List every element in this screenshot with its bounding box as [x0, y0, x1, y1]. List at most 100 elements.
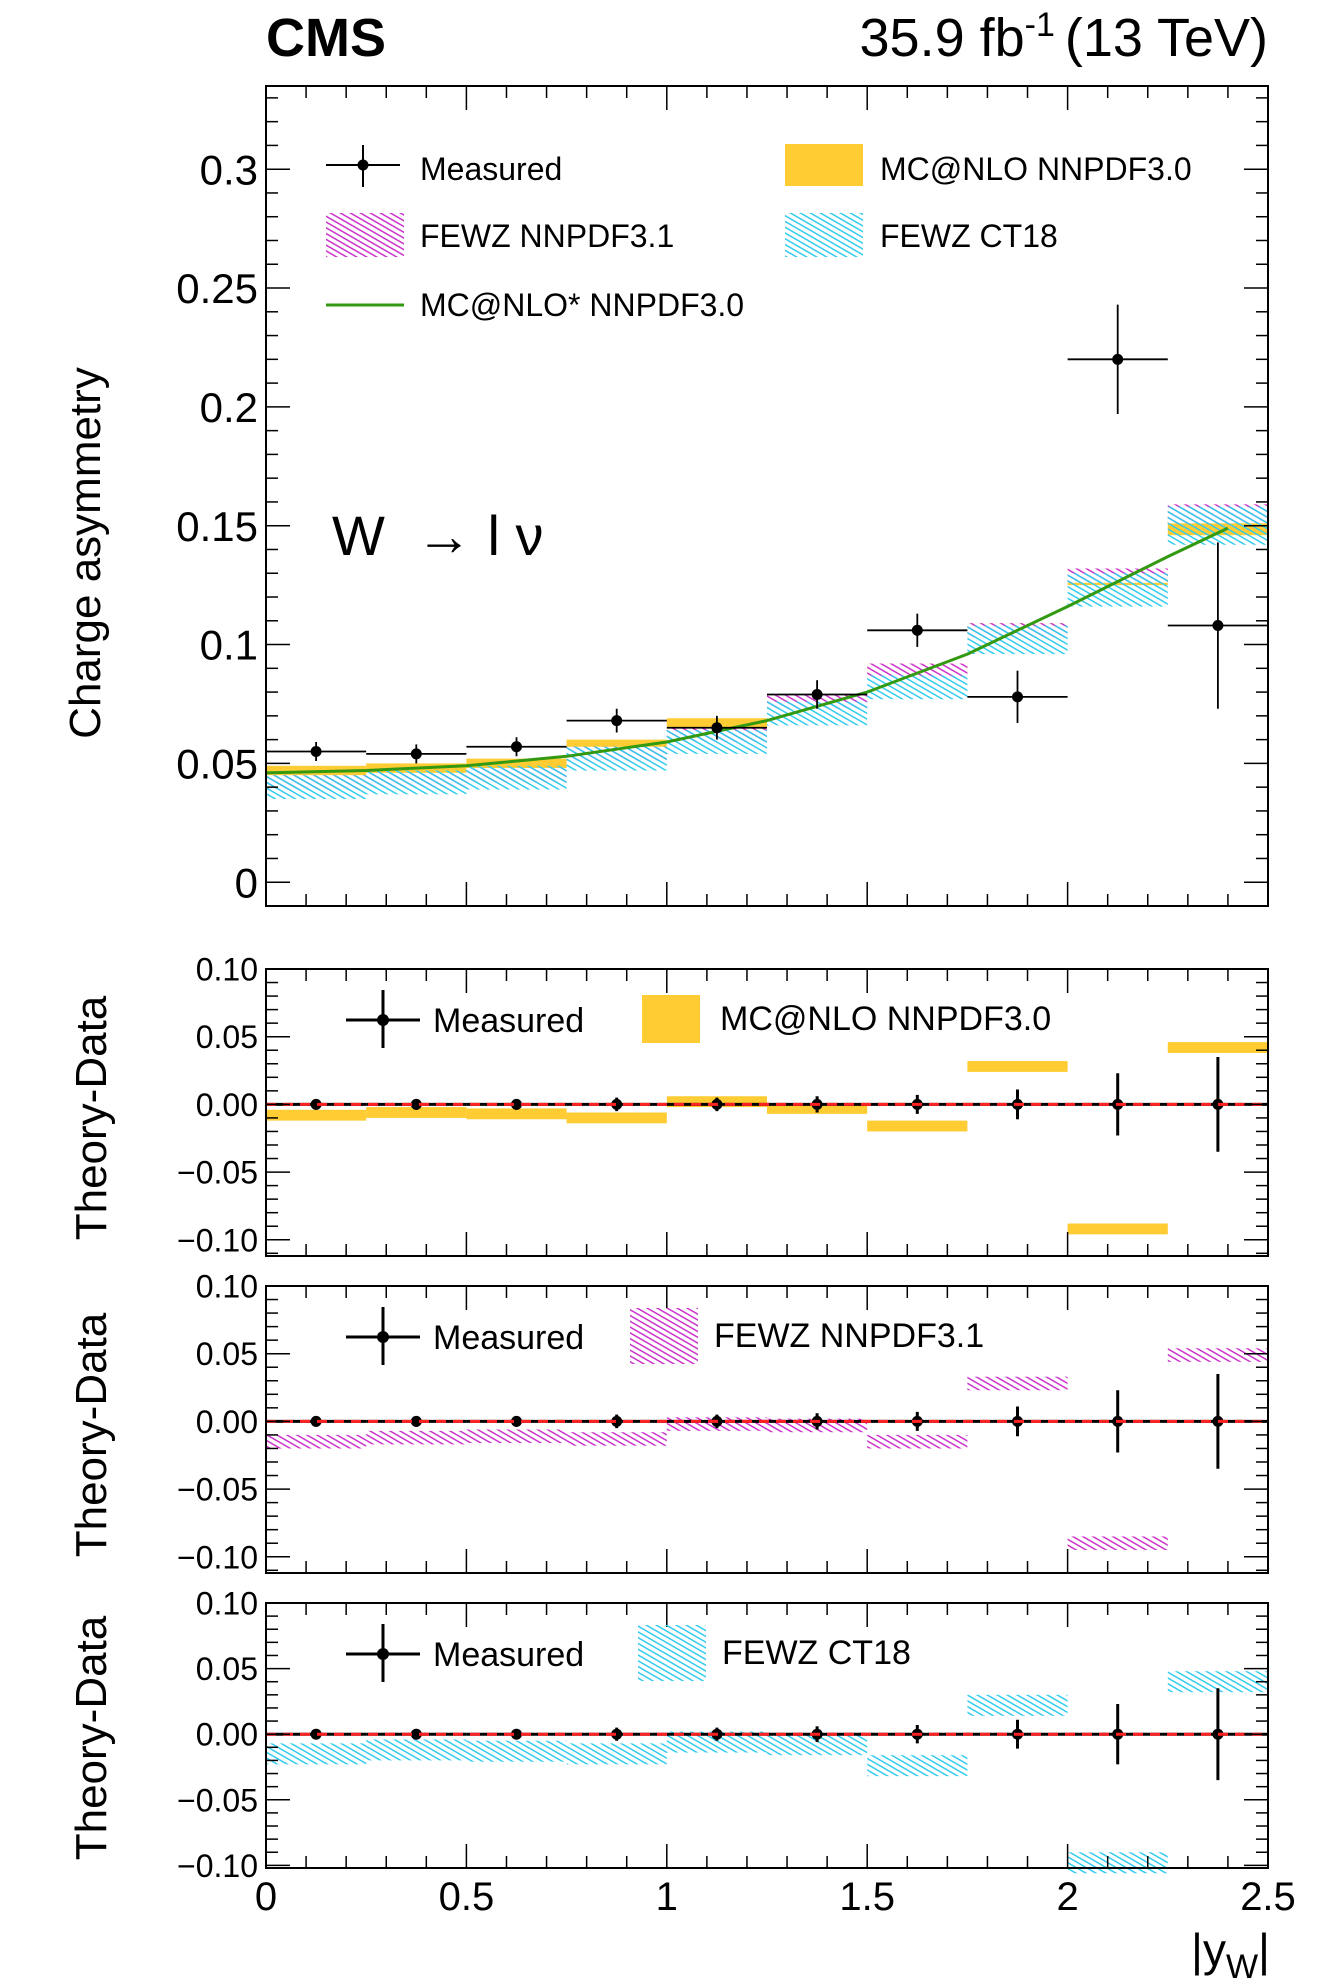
plot-frame — [265, 1602, 1269, 1869]
measured-point — [410, 1098, 422, 1110]
legend-fewz-nnpdf-swatch — [326, 213, 404, 257]
process-label: W → l ν — [332, 504, 544, 567]
fewz-nnpdf-ratio-band — [867, 1434, 968, 1449]
legend-measured-label: Measured — [433, 1319, 584, 1357]
ratio-panel-mcnlo: 0.10 0.05 0.00 −0.05 −0.10 Measured MC@NLO N… — [67, 952, 1269, 1258]
measured-points — [266, 304, 1268, 764]
mcnlo-star-curve — [265, 526, 1229, 775]
ratio-fewz-ct18-legend: Measured FEWZ CT18 — [346, 1624, 911, 1682]
measured-point — [1212, 1415, 1224, 1427]
legend-fewz-nnpdf-label: FEWZ NNPDF3.1 — [420, 218, 674, 254]
mcnlo-ratio-band — [566, 1112, 667, 1124]
y-tick-label: −0.10 — [177, 1222, 258, 1258]
y-tick-label: −0.10 — [177, 1539, 258, 1575]
fewz-ct18-ratio-band — [466, 1740, 567, 1762]
y-tick-label: 0.3 — [200, 146, 258, 193]
legend-fewz-nnpdf-swatch — [630, 1308, 698, 1364]
measured-point — [1112, 353, 1124, 365]
measured-point — [1212, 1728, 1224, 1740]
legend-mcnlo-swatch — [785, 144, 863, 186]
fewz-nnpdf-ratio-band — [1067, 1536, 1168, 1550]
mcnlo-ratio-band — [466, 1108, 567, 1120]
fewz-ct18-band — [266, 775, 367, 800]
y-tick-label: 0.10 — [196, 1586, 258, 1622]
experiment-label: CMS — [266, 8, 386, 68]
measured-point — [611, 1098, 623, 1110]
measured-point — [711, 722, 723, 734]
x-tick-label: 1.5 — [839, 1875, 895, 1919]
ratio-mcnlo-bands — [266, 1042, 1268, 1235]
fewz-ct18-ratio-band — [1067, 1852, 1168, 1874]
measured-point — [410, 748, 422, 760]
y-tick-label: 0.05 — [196, 1651, 258, 1687]
fewz-ct18-ratio-band — [266, 1743, 367, 1765]
fewz-ct18-band — [366, 770, 467, 795]
legend-measured-marker — [377, 1648, 389, 1660]
measured-point — [611, 1728, 623, 1740]
fewz-ct18-ratio-band — [867, 1755, 968, 1777]
legend-measured-marker — [377, 1331, 389, 1343]
measured-point — [1012, 691, 1023, 703]
fewz-ct18-ratio-band — [366, 1739, 467, 1761]
mcnlo-ratio-band — [1167, 1042, 1268, 1053]
measured-point — [1212, 620, 1224, 632]
plot-frame — [265, 85, 1269, 907]
ratio-fewz-nnpdf-bands — [266, 1348, 1268, 1550]
legend-fewz-ct18-swatch — [638, 1625, 706, 1681]
x-tick-label: 0 — [255, 1875, 277, 1919]
fewz-ct18-band — [767, 701, 868, 726]
legend-fewz-nnpdf-label: FEWZ NNPDF3.1 — [714, 1317, 984, 1355]
fewz-nnpdf-ratio-band — [366, 1430, 467, 1445]
legend-measured-label: Measured — [420, 151, 562, 187]
main-panel: 0 0.05 0.1 0.15 0.2 0.25 0.3 Measured MC@NLO N… — [61, 85, 1269, 907]
ratio-fewz-nnpdf-points — [266, 1373, 1268, 1469]
legend-mcnlo-label: MC@NLO NNPDF3.0 — [720, 1000, 1051, 1038]
y-tick-label: 0.05 — [196, 1019, 258, 1055]
mcnlo-band — [566, 739, 667, 750]
ratio-fewz-ct18-axes: 0.10 0.05 0.00 −0.05 −0.100 0.5 1 1.5 2 2.5 — [177, 1586, 1296, 1919]
mcnlo-band — [466, 758, 567, 769]
mcnlo-ratio-band — [1067, 1223, 1168, 1235]
y-tick-label: 0.10 — [196, 1269, 258, 1305]
measured-point — [1212, 1098, 1224, 1110]
measured-point — [911, 624, 923, 636]
y-tick-label: −0.05 — [177, 1472, 258, 1508]
legend-mcnlo-swatch — [642, 995, 700, 1043]
fewz-nnpdf-band — [867, 663, 968, 678]
legend-fewz-ct18-label: FEWZ CT18 — [880, 218, 1058, 254]
legend-measured-label: Measured — [433, 1636, 584, 1674]
x-axis-label: |yW| — [1191, 1924, 1270, 1978]
y-tick-label: 0.00 — [196, 1087, 258, 1123]
plot-frame — [265, 968, 1269, 1257]
fewz-ct18-ratio-band — [566, 1743, 667, 1765]
ratio-fewz-nnpdf-axes: 0.10 0.05 0.00 −0.05 −0.10 — [177, 1269, 1269, 1575]
y-tick-label: 0.05 — [176, 741, 258, 788]
fewz-nnpdf-ratio-band — [1167, 1348, 1268, 1362]
mcnlo-ratio-band — [266, 1109, 367, 1121]
y-tick-label: −0.05 — [177, 1782, 258, 1818]
legend-measured-marker — [377, 1014, 389, 1026]
fewz-nnpdf-ratio-band — [566, 1432, 667, 1446]
main-axes: 0 0.05 0.1 0.15 0.2 0.25 0.3 — [176, 85, 1269, 907]
fewz-ct18-ratio-band — [767, 1734, 868, 1756]
fewz-ct18-band — [1067, 573, 1168, 607]
measured-point — [811, 688, 823, 700]
x-tick-label: 0.5 — [439, 1875, 495, 1919]
measured-point — [310, 746, 322, 758]
mcnlo-star-line — [265, 526, 1229, 775]
measured-point — [511, 1415, 522, 1427]
y-tick-label: 0 — [235, 859, 258, 906]
main-y-axis-label: Charge asymmetry — [61, 367, 110, 739]
ratio-fewz-nnpdf-y-axis-label: Theory-Data — [67, 1312, 116, 1557]
x-tick-label: 1 — [656, 1875, 678, 1919]
x-tick-label: 2 — [1056, 1875, 1078, 1919]
legend-mcnlo-star-label: MC@NLO* NNPDF3.0 — [420, 287, 744, 323]
legend-fewz-ct18-label: FEWZ CT18 — [722, 1634, 911, 1672]
lumi-exponent: -1 — [1025, 6, 1055, 44]
measured-point — [410, 1415, 422, 1427]
ratio-fewz-nnpdf-legend: Measured FEWZ NNPDF3.1 — [346, 1307, 984, 1365]
ratio-fewz-ct18-y-axis-label: Theory-Data — [67, 1615, 116, 1860]
measured-point — [310, 1098, 322, 1110]
y-tick-label: 0.2 — [200, 384, 258, 431]
